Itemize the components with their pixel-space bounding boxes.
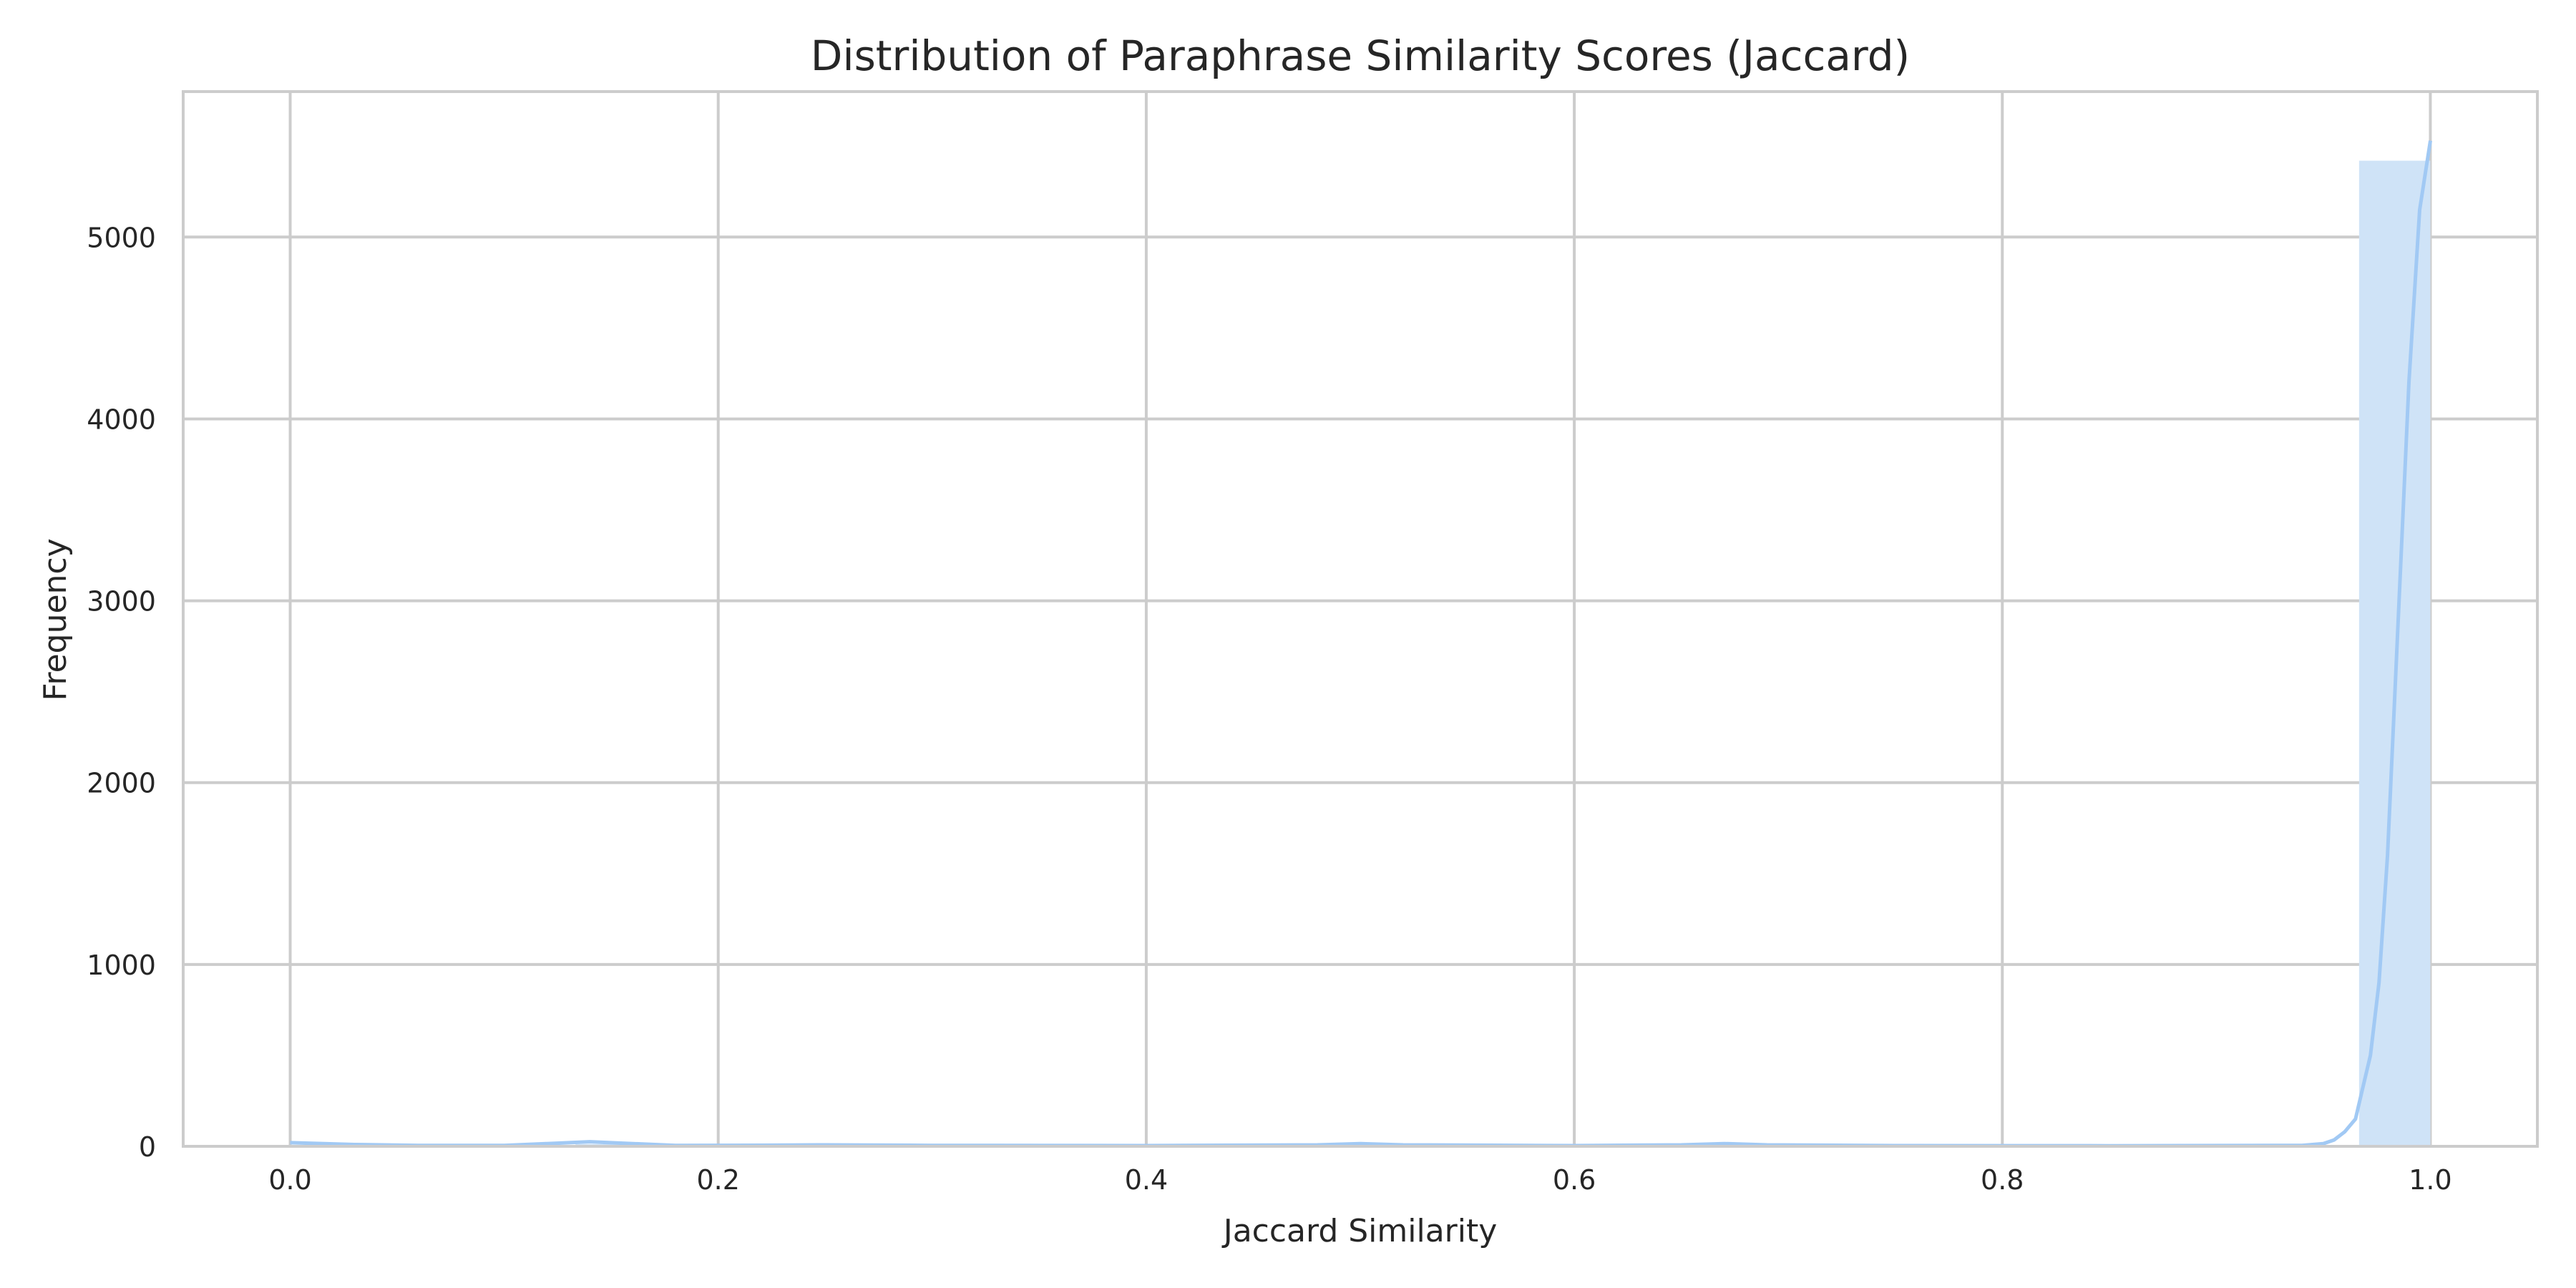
y-axis-label: Frequency xyxy=(37,538,74,701)
plot-frame xyxy=(182,90,2539,1148)
x-tick-label: 0.8 xyxy=(1981,1164,2024,1196)
y-tick-label: 1000 xyxy=(87,950,156,981)
plot-background xyxy=(183,92,2537,1146)
x-tick-label: 0.2 xyxy=(697,1164,740,1196)
x-axis-label: Jaccard Similarity xyxy=(1221,1213,1498,1249)
histogram-bar xyxy=(2358,160,2431,1147)
x-tick-label: 0.4 xyxy=(1125,1164,1168,1196)
x-tick-labels: 0.0 0.2 0.4 0.6 0.8 1.0 xyxy=(268,1164,2451,1196)
kde-curve xyxy=(290,140,2432,1148)
x-tick-label: 0.0 xyxy=(268,1164,311,1196)
kde-layer xyxy=(290,140,2432,1148)
chart-title: Distribution of Paraphrase Similarity Sc… xyxy=(811,31,1910,80)
y-tick-label: 4000 xyxy=(87,404,156,435)
y-tick-label: 0 xyxy=(139,1131,156,1163)
y-tick-labels: 0 1000 2000 3000 4000 5000 xyxy=(87,222,156,1163)
y-tick-label: 2000 xyxy=(87,768,156,799)
y-tick-label: 5000 xyxy=(87,222,156,253)
x-tick-label: 0.6 xyxy=(1553,1164,1596,1196)
y-tick-label: 3000 xyxy=(87,586,156,618)
x-tick-label: 1.0 xyxy=(2409,1164,2451,1196)
